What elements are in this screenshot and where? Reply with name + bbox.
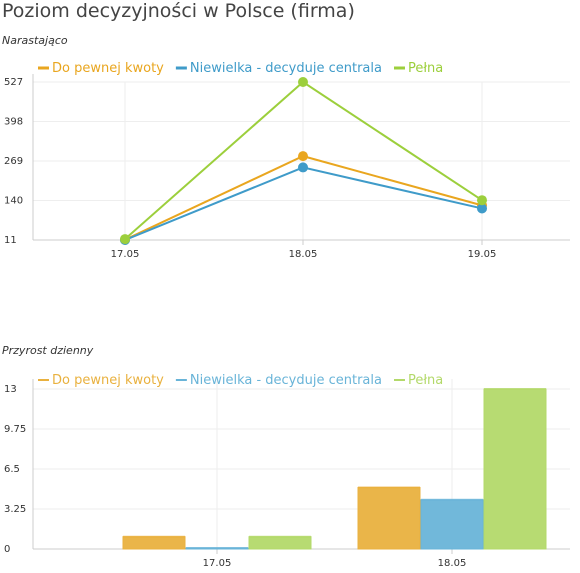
chart2-ytick-label-2: 6.5 [4, 464, 20, 475]
chart2-ytick-label-3: 9.75 [4, 424, 26, 435]
chart1-subtitle: Narastająco [2, 34, 68, 47]
chart2-ytick-label-4: 13 [4, 384, 17, 395]
chart2-bar-0-0 [122, 536, 186, 550]
chart2-subtitle: Przyrost dzienny [2, 344, 94, 357]
chart1-ytick-label-3: 398 [4, 117, 23, 128]
chart1-legend-label-2: Pełna [408, 61, 443, 76]
chart2-xtick-label-1: 18.05 [438, 558, 467, 569]
chart2-legend-label-2: Pełna [408, 373, 443, 388]
chart1-xtick-label-1: 18.05 [289, 249, 318, 260]
chart1-series-0-point-1 [298, 151, 308, 162]
page-title: Poziom decyzyjności w Polsce (firma) [2, 0, 355, 22]
chart2-ytick-label-1: 3.25 [4, 504, 26, 515]
chart1-series-1-point-1 [298, 162, 308, 173]
chart1-xtick-label-0: 17.05 [111, 249, 140, 260]
chart2-bar-1-0 [357, 486, 421, 550]
chart2-bar-1-1 [420, 499, 484, 550]
chart1-series-2-point-2 [477, 195, 487, 206]
chart1-ytick-label-2: 269 [4, 156, 23, 167]
chart1-legend-label-0: Do pewnej kwoty [52, 61, 164, 76]
chart1-ytick-label-4: 527 [4, 77, 23, 88]
chart1-series-1-point-2 [477, 203, 487, 214]
chart1-series-2-point-1 [298, 77, 308, 87]
chart2-legend-label-0: Do pewnej kwoty [52, 373, 164, 388]
chart1-ytick-label-0: 11 [4, 235, 17, 246]
chart1-series-2-point-0 [120, 234, 130, 245]
chart2-bar-1-2 [483, 388, 547, 550]
chart2-xtick-label-0: 17.05 [203, 558, 232, 569]
chart1-xtick-label-2: 19.05 [468, 249, 497, 260]
chart2-legend-label-1: Niewielka - decyduje centrala [190, 373, 382, 388]
chart2-ytick-label-0: 0 [4, 544, 10, 555]
chart2-bar-0-2 [248, 536, 312, 550]
chart1-legend-label-1: Niewielka - decyduje centrala [190, 61, 382, 76]
chart1-ytick-label-1: 140 [4, 196, 23, 207]
